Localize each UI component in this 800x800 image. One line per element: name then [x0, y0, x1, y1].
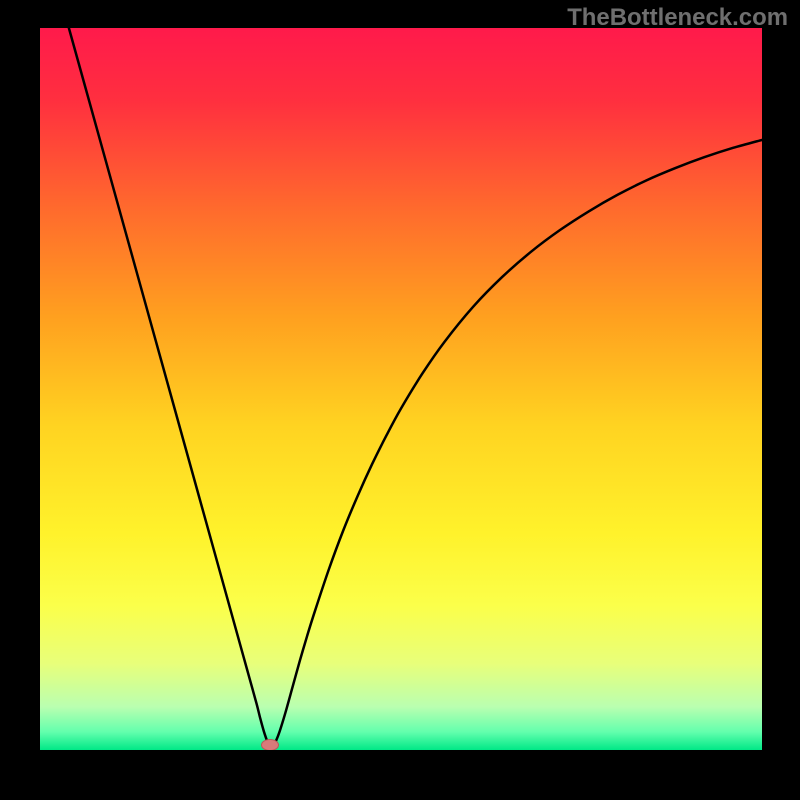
- bottleneck-curve: [40, 28, 762, 750]
- optimum-marker: [261, 739, 279, 750]
- chart-container: TheBottleneck.com: [0, 0, 800, 800]
- watermark-text: TheBottleneck.com: [567, 4, 788, 32]
- plot-area: [40, 28, 762, 750]
